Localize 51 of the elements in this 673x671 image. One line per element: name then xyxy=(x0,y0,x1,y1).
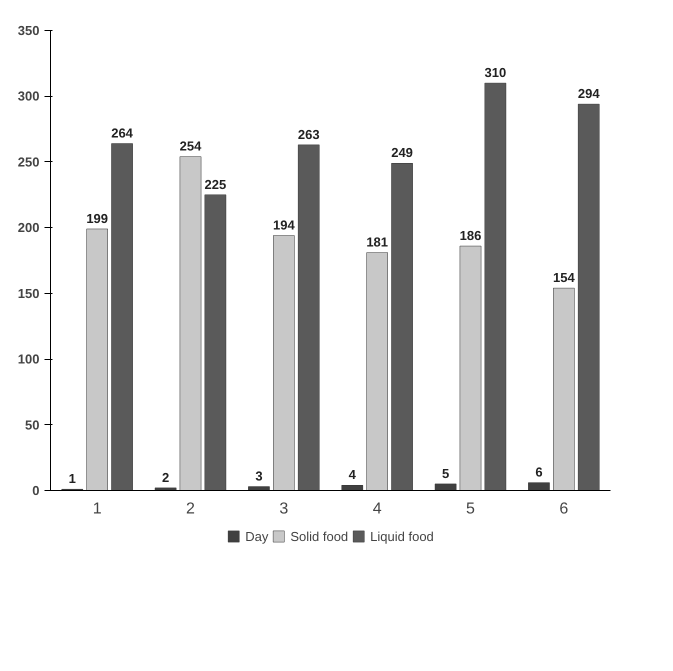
y-tick-label: 200 xyxy=(18,220,40,236)
data-label: 186 xyxy=(460,228,482,244)
x-tick-label: 2 xyxy=(186,500,196,518)
y-tick-label: 100 xyxy=(18,352,40,367)
x-tick-label: 4 xyxy=(372,500,382,518)
data-label: 3 xyxy=(255,468,263,484)
data-label: 6 xyxy=(535,464,543,480)
data-label: 263 xyxy=(298,126,320,142)
data-label: 194 xyxy=(272,218,296,233)
y-tick-label: 350 xyxy=(18,23,40,38)
bar xyxy=(298,144,320,490)
legend-label: Day xyxy=(245,528,268,544)
y-tick-label: 250 xyxy=(18,154,40,170)
y-tick-label: 50 xyxy=(25,417,40,432)
data-label: 2 xyxy=(162,470,170,485)
bar xyxy=(553,288,575,490)
data-label: 310 xyxy=(484,65,506,80)
data-label: 249 xyxy=(391,145,413,160)
data-label: 264 xyxy=(111,126,134,141)
data-label: 181 xyxy=(366,234,388,250)
bar xyxy=(434,484,456,490)
bar xyxy=(460,246,482,490)
legend-label: Liquid food xyxy=(370,528,434,544)
data-label: 199 xyxy=(86,210,108,226)
bar xyxy=(248,486,270,490)
bar xyxy=(578,104,600,490)
bar xyxy=(528,482,550,490)
data-label: 5 xyxy=(442,466,450,481)
bar xyxy=(391,162,413,490)
data-label: 225 xyxy=(204,176,226,192)
bar xyxy=(484,82,506,490)
data-label: 1 xyxy=(68,471,76,486)
x-tick-label: 3 xyxy=(279,500,288,518)
data-label: 254 xyxy=(180,138,202,154)
data-label: 294 xyxy=(578,86,600,102)
data-label: 154 xyxy=(552,270,576,286)
y-tick-label: 150 xyxy=(18,286,40,301)
bar xyxy=(341,484,364,490)
x-tick-label: 1 xyxy=(92,500,102,518)
y-tick-label: 0 xyxy=(32,483,40,498)
bar xyxy=(111,143,133,490)
bar xyxy=(273,235,295,490)
x-tick-label: 5 xyxy=(466,500,476,518)
x-tick-label: 6 xyxy=(559,500,568,518)
y-tick-label: 300 xyxy=(18,88,40,104)
bar xyxy=(366,252,388,490)
bar xyxy=(86,228,108,490)
legend-label: Solid food xyxy=(290,528,348,544)
bar xyxy=(204,194,226,490)
bar xyxy=(180,156,202,490)
data-label: 4 xyxy=(348,467,357,482)
